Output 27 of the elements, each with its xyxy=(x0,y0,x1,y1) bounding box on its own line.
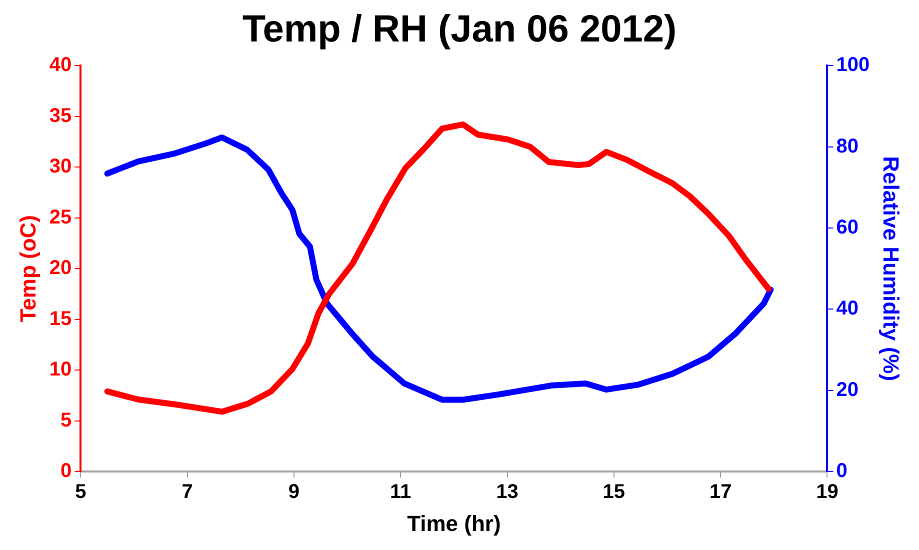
y-tick-label: 25 xyxy=(49,206,72,228)
x-tick-label: 9 xyxy=(288,481,300,504)
y-tick-label: 30 xyxy=(49,156,72,178)
x-tick-label: 5 xyxy=(75,481,86,504)
x-tick-label: 13 xyxy=(496,481,518,504)
y-tick-label: 0 xyxy=(60,460,72,482)
y-tick-label: 15 xyxy=(49,308,72,330)
y-tick-label: 5 xyxy=(60,409,72,432)
y-tick-label: 10 xyxy=(49,358,72,381)
y-tick-label: 40 xyxy=(49,54,72,76)
y2-tick-label: 60 xyxy=(836,216,858,239)
x-tick-label: 11 xyxy=(390,481,412,504)
y2-tick-label: 80 xyxy=(836,135,858,158)
y-axis-title: Temp (oC) xyxy=(15,215,40,322)
x-tick-label: 15 xyxy=(602,481,626,504)
y2-tick-label: 100 xyxy=(836,54,870,76)
y2-tick-label: 20 xyxy=(836,378,858,401)
y-tick-label: 20 xyxy=(49,257,72,280)
chart-title: Temp / RH (Jan 06 2012) xyxy=(242,8,677,50)
x-tick-label: 19 xyxy=(816,481,838,504)
y-tick-label: 35 xyxy=(49,104,72,127)
y2-tick-label: 0 xyxy=(836,460,848,482)
y2-tick-label: 40 xyxy=(836,298,858,320)
x-tick-label: 17 xyxy=(709,481,732,504)
x-tick-label: 7 xyxy=(182,481,193,504)
x-axis-title: Time (hr) xyxy=(407,510,501,536)
y2-axis-title: Relative Humidity (%) xyxy=(878,156,904,382)
